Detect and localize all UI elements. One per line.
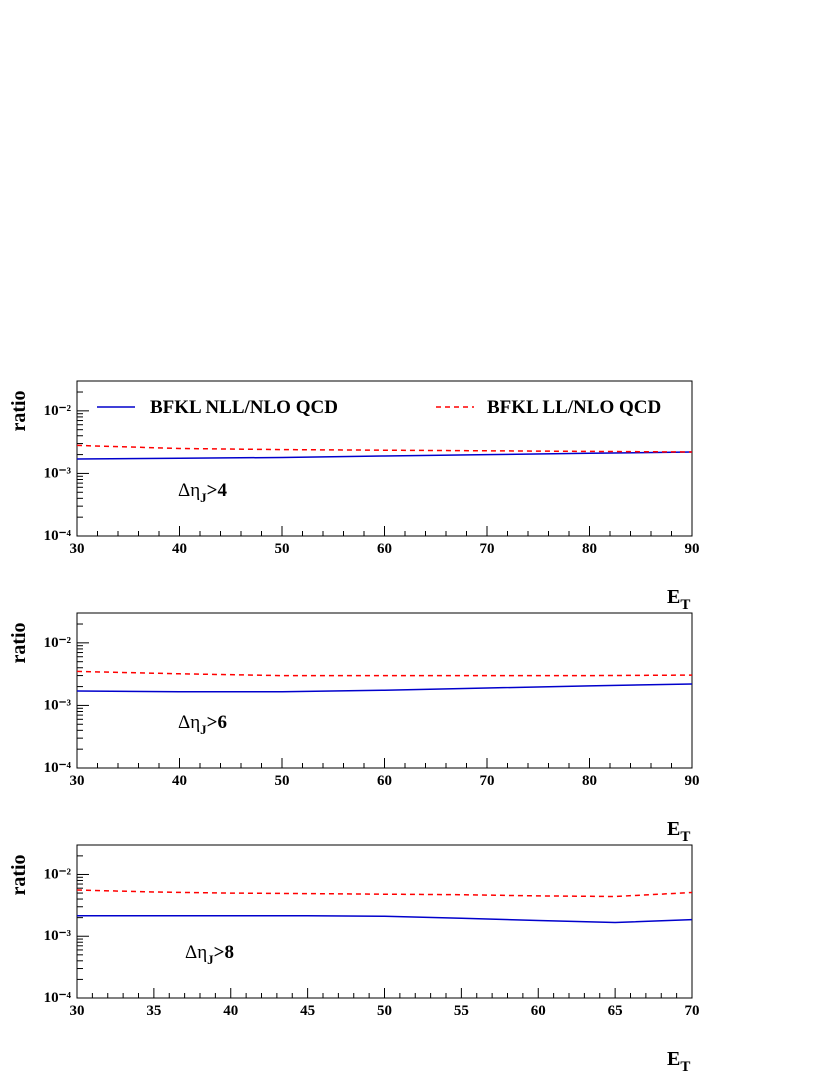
annotation-sub: J	[200, 490, 207, 505]
annotation-main: Δη	[185, 942, 207, 963]
annotation-tail: >6	[207, 712, 227, 733]
legend-label: BFKL LL/NLO QCD	[487, 397, 661, 418]
y-tick-label: 10⁻²	[44, 403, 72, 419]
x-axis-label: ET	[667, 818, 690, 845]
x-tick-label: 40	[172, 773, 187, 789]
x-tick-label: 80	[582, 773, 597, 789]
series-line	[76, 444, 693, 453]
series-line	[77, 914, 693, 924]
x-tick-label: 65	[608, 1003, 623, 1019]
annotation: ΔηJ>4	[178, 480, 227, 505]
x-axis-label-main: E	[667, 818, 680, 840]
x-tick-label: 40	[223, 1003, 238, 1019]
x-tick-label: 70	[480, 773, 495, 789]
x-tick-label: 50	[275, 773, 290, 789]
x-tick-label: 30	[70, 773, 85, 789]
x-tick-label: 70	[480, 541, 495, 557]
y-tick-label: 10⁻⁴	[44, 760, 72, 776]
y-tick-label: 10⁻²	[44, 866, 72, 882]
x-tick-label: 55	[454, 1003, 469, 1019]
x-axis-label-sub: T	[680, 1059, 690, 1075]
x-tick-label: 80	[582, 541, 597, 557]
x-axis-label-main: E	[667, 1048, 680, 1070]
x-axis-label-sub: T	[680, 597, 690, 613]
y-tick-label: 10⁻³	[44, 697, 72, 713]
x-tick-label: 30	[70, 541, 85, 557]
annotation-sub: J	[200, 722, 207, 737]
x-tick-label: 60	[531, 1003, 546, 1019]
x-tick-label: 50	[377, 1003, 392, 1019]
x-tick-label: 90	[685, 541, 700, 557]
annotation-main: Δη	[178, 712, 200, 733]
legend-label: BFKL NLL/NLO QCD	[150, 397, 338, 418]
x-axis-label-sub: T	[680, 829, 690, 845]
x-tick-label: 40	[172, 541, 187, 557]
x-tick-label: 45	[300, 1003, 315, 1019]
x-tick-label: 30	[70, 1003, 85, 1019]
annotation: ΔηJ>8	[185, 942, 234, 967]
y-tick-label: 10⁻⁴	[44, 528, 72, 544]
x-tick-label: 90	[685, 773, 700, 789]
x-axis-label: ET	[667, 586, 690, 613]
x-tick-label: 60	[377, 541, 392, 557]
annotation-main: Δη	[178, 480, 200, 501]
x-tick-label: 50	[275, 541, 290, 557]
series-line	[76, 670, 693, 677]
y-axis-label: ratio	[8, 854, 30, 895]
y-tick-label: 10⁻³	[44, 465, 72, 481]
x-tick-label: 60	[377, 773, 392, 789]
y-tick-label: 10⁻²	[44, 635, 72, 651]
y-axis-label: ratio	[8, 390, 30, 431]
y-tick-label: 10⁻³	[44, 928, 72, 944]
annotation-sub: J	[207, 952, 214, 967]
x-axis-label-main: E	[667, 586, 680, 608]
x-axis-label: ET	[667, 1048, 690, 1075]
x-tick-label: 35	[146, 1003, 161, 1019]
series-line	[76, 451, 693, 460]
y-axis-label: ratio	[8, 622, 30, 663]
annotation-tail: >8	[214, 942, 234, 963]
x-tick-label: 70	[685, 1003, 700, 1019]
annotation-tail: >4	[207, 480, 228, 501]
annotation: ΔηJ>6	[178, 712, 227, 737]
series-line	[76, 683, 693, 693]
y-tick-label: 10⁻⁴	[44, 990, 72, 1006]
series-line	[76, 889, 693, 898]
